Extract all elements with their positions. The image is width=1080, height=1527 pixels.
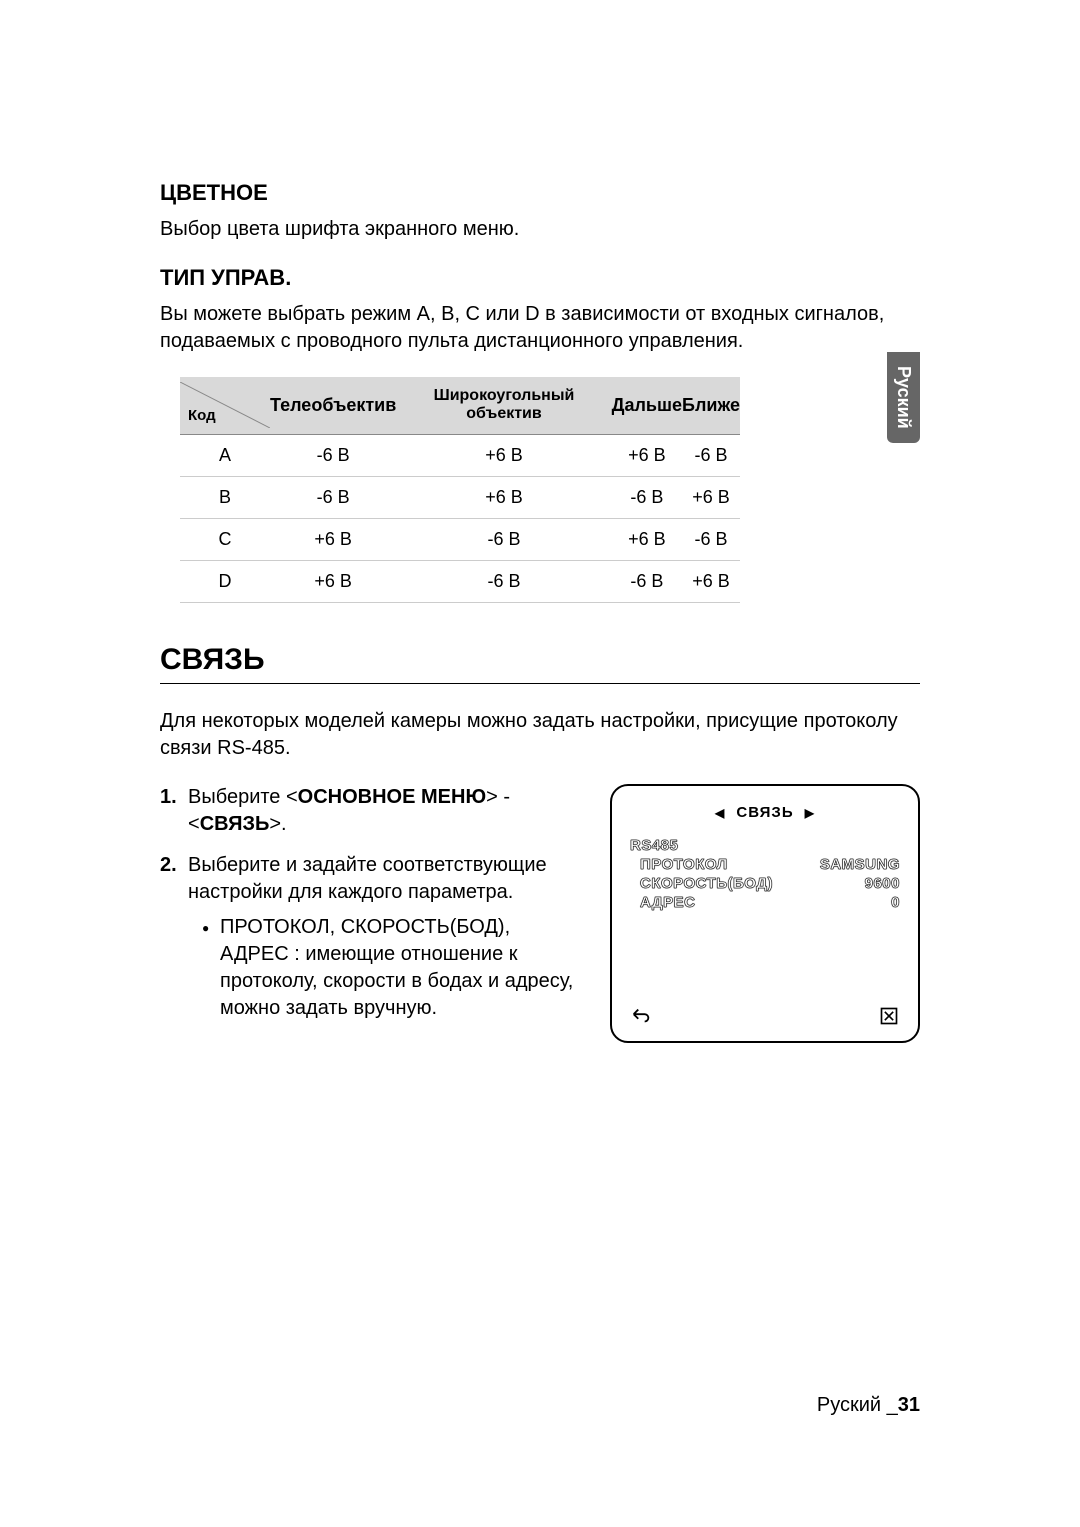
table-row: C +6 В -6 В +6 В -6 В <box>180 518 740 560</box>
close-box-icon <box>878 1005 900 1027</box>
osd-value: 9600 <box>865 875 900 892</box>
osd-group: RS485 <box>630 837 900 854</box>
cell: -6 В <box>270 434 396 476</box>
step1-post: >. <box>269 813 286 835</box>
cell-code: B <box>180 476 270 518</box>
step-1: Выберите <ОСНОВНОЕ МЕНЮ> - <СВЯЗЬ>. <box>188 784 584 838</box>
cell: +6 В <box>612 518 682 560</box>
table-col-tele: Телеобъектив <box>270 377 396 434</box>
step1-comm: СВЯЗЬ <box>200 813 270 835</box>
osd-row-address: АДРЕС 0 <box>630 894 900 911</box>
cell-code: A <box>180 434 270 476</box>
table-row: B -6 В +6 В -6 В +6 В <box>180 476 740 518</box>
return-icon <box>630 1005 652 1027</box>
table-col-wide: Широкоугольный объектив <box>396 377 611 434</box>
osd-panel: ◀ СВЯЗЬ ▶ RS485 ПРОТОКОЛ SAMSUNG СКОРОСТ… <box>610 784 920 1043</box>
cell: +6 В <box>682 560 740 602</box>
cell: +6 В <box>270 518 396 560</box>
table-body: A -6 В +6 В +6 В -6 В B -6 В +6 В -6 В +… <box>180 434 740 602</box>
cell: +6 В <box>682 476 740 518</box>
osd-value: SAMSUNG <box>820 856 900 873</box>
cell: -6 В <box>682 518 740 560</box>
table-corner-cell: Код <box>180 382 270 428</box>
step1-pre: Выберите < <box>188 786 298 808</box>
cell: +6 В <box>270 560 396 602</box>
step2-text: Выберите и задайте соответствующие настр… <box>188 854 547 903</box>
cell: -6 В <box>396 518 611 560</box>
osd-title: ◀ СВЯЗЬ ▶ <box>630 804 900 821</box>
cell-code: C <box>180 518 270 560</box>
step1-menu: ОСНОВНОЕ МЕНЮ <box>298 786 486 808</box>
osd-key: ПРОТОКОЛ <box>630 856 728 873</box>
control-modes-table: Код Телеобъектив Широкоугольный объектив… <box>180 377 740 603</box>
table-code-label: Код <box>188 407 216 424</box>
language-tab: Руский <box>887 352 920 443</box>
steps-list: Выберите <ОСНОВНОЕ МЕНЮ> - <СВЯЗЬ>. Выбе… <box>160 784 584 1022</box>
osd-group-label: RS485 <box>630 837 678 854</box>
table-row: A -6 В +6 В +6 В -6 В <box>180 434 740 476</box>
table-col-far: Дальше <box>612 377 682 434</box>
footer-page-number: 31 <box>898 1394 920 1416</box>
triangle-left-icon: ◀ <box>715 806 725 820</box>
footer-lang: Руский _ <box>817 1394 898 1416</box>
triangle-right-icon: ▶ <box>805 806 815 820</box>
cell: -6 В <box>396 560 611 602</box>
osd-key: СКОРОСТЬ(БОД) <box>630 875 773 892</box>
cell: -6 В <box>270 476 396 518</box>
cell-code: D <box>180 560 270 602</box>
section-control-title: ТИП УПРАВ. <box>160 265 920 291</box>
table-row: D +6 В -6 В -6 В +6 В <box>180 560 740 602</box>
step-2: Выберите и задайте соответствующие настр… <box>188 852 584 1022</box>
section-color-title: ЦВЕТНОЕ <box>160 180 920 206</box>
main-heading-comm: СВЯЗЬ <box>160 643 920 684</box>
cell: +6 В <box>612 434 682 476</box>
osd-key: АДРЕС <box>630 894 695 911</box>
cell: -6 В <box>612 560 682 602</box>
section-color-text: Выбор цвета шрифта экранного меню. <box>160 216 920 243</box>
osd-title-text: СВЯЗЬ <box>736 804 793 821</box>
page-footer: Руский _31 <box>817 1394 920 1417</box>
step2-bullet: ПРОТОКОЛ, СКОРОСТЬ(БОД), АДРЕС : имеющие… <box>202 914 584 1022</box>
section-control-text: Вы можете выбрать режим A, B, C или D в … <box>160 301 920 355</box>
cell: -6 В <box>612 476 682 518</box>
cell: +6 В <box>396 476 611 518</box>
cell: +6 В <box>396 434 611 476</box>
table-col-near: Ближе <box>682 377 740 434</box>
osd-value: 0 <box>891 894 900 911</box>
osd-row-protocol: ПРОТОКОЛ SAMSUNG <box>630 856 900 873</box>
cell: -6 В <box>682 434 740 476</box>
comm-intro: Для некоторых моделей камеры можно задат… <box>160 708 920 762</box>
osd-row-baud: СКОРОСТЬ(БОД) 9600 <box>630 875 900 892</box>
